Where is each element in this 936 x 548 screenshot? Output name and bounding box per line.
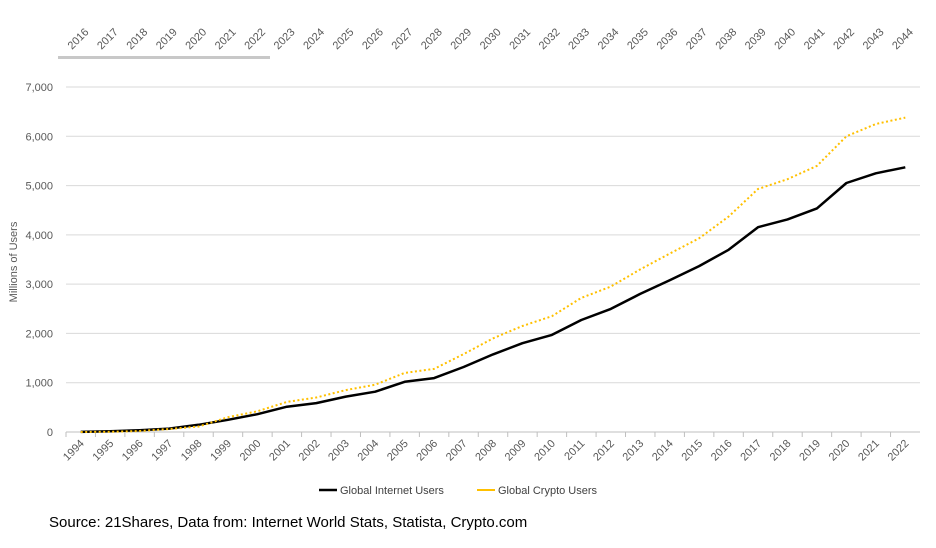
legend-label-crypto: Global Crypto Users — [498, 485, 598, 497]
y-tick-label: 6,000 — [25, 131, 53, 143]
top-tick-label: 2032 — [537, 26, 563, 52]
x-tick-label: 2008 — [473, 438, 499, 464]
x-tick-label: 2016 — [709, 438, 735, 464]
top-tick-label: 2023 — [272, 26, 298, 52]
x-tick-label: 2009 — [503, 438, 529, 464]
y-tick-label: 3,000 — [25, 279, 53, 291]
y-tick-label: 7,000 — [25, 82, 53, 94]
x-tick-label: 2007 — [444, 438, 470, 464]
y-tick-label: 4,000 — [25, 230, 53, 242]
x-tick-label: 2006 — [414, 438, 440, 464]
x-tick-label: 2010 — [532, 438, 558, 464]
x-tick-label: 1999 — [208, 438, 234, 464]
y-axis: 0 1,000 2,000 3,000 4,000 5,000 6,000 7,000 — [25, 82, 53, 439]
legend: Global Internet Users Global Crypto User… — [319, 485, 598, 497]
top-tick-label: 2033 — [566, 26, 592, 52]
x-tick-label: 2019 — [797, 438, 823, 464]
y-axis-title: Millions of Users — [8, 221, 20, 302]
top-tick-label: 2020 — [183, 26, 209, 52]
top-tick-label: 2022 — [242, 26, 268, 52]
y-tick-label: 0 — [47, 427, 53, 439]
x-tick-label: 1995 — [90, 438, 116, 464]
x-tick-label: 2001 — [267, 438, 293, 464]
top-tick-label: 2025 — [331, 26, 357, 52]
series-line-internet-users — [80, 166, 906, 434]
x-tick-label: 2018 — [768, 438, 794, 464]
y-tick-label: 5,000 — [25, 181, 53, 193]
top-tick-label: 2026 — [360, 26, 386, 52]
x-tick-label: 2014 — [650, 438, 676, 464]
top-tick-label: 2016 — [66, 26, 92, 52]
x-tick-label: 2002 — [297, 438, 323, 464]
x-tick-label: 2003 — [326, 438, 352, 464]
top-tick-label: 2028 — [419, 26, 445, 52]
x-tick-label: 2005 — [385, 438, 411, 464]
x-tick-label: 2022 — [886, 438, 912, 464]
x-tick-label: 2000 — [238, 438, 264, 464]
top-tick-label: 2017 — [95, 26, 121, 52]
top-tick-label: 2040 — [772, 26, 798, 52]
legend-label-internet: Global Internet Users — [340, 485, 444, 497]
top-tick-label: 2029 — [448, 26, 474, 52]
x-tick-label: 1997 — [149, 438, 175, 464]
x-tick-label: 2015 — [679, 438, 705, 464]
x-axis: 1994 1995 1996 1997 1998 1999 2000 2001 2002 2003… — [61, 432, 911, 463]
top-tick-label: 2041 — [802, 26, 828, 52]
top-tick-label: 2031 — [507, 26, 533, 52]
y-tick-label: 2,000 — [25, 328, 53, 340]
series-layer — [80, 116, 906, 434]
top-tick-label: 2019 — [154, 26, 180, 52]
x-tick-label: 2017 — [738, 438, 764, 464]
x-tick-label: 1994 — [61, 438, 87, 464]
top-axis: 2016 2017 2018 2019 2020 2021 2022 2023 2024 2025… — [58, 26, 916, 59]
top-tick-label: 2042 — [831, 26, 857, 52]
top-tick-label: 2021 — [213, 26, 239, 52]
top-tick-label: 2035 — [625, 26, 651, 52]
top-tick-label: 2037 — [684, 26, 710, 52]
source-caption: Source: 21Shares, Data from: Internet Wo… — [49, 514, 528, 531]
x-tick-label: 2012 — [591, 438, 617, 464]
top-tick-label: 2039 — [743, 26, 769, 52]
top-tick-label: 2018 — [125, 26, 151, 52]
y-tick-label: 1,000 — [25, 378, 53, 390]
top-tick-label: 2034 — [596, 26, 622, 52]
top-tick-label: 2027 — [390, 26, 416, 52]
top-tick-label: 2036 — [655, 26, 681, 52]
x-tick-label: 2013 — [621, 438, 647, 464]
top-tick-label: 2038 — [713, 26, 739, 52]
x-tick-label: 2020 — [827, 438, 853, 464]
top-tick-label: 2043 — [861, 26, 887, 52]
x-tick-label: 2004 — [356, 438, 382, 464]
top-tick-label: 2030 — [478, 26, 504, 52]
gridlines — [66, 86, 920, 433]
x-tick-label: 1996 — [120, 438, 146, 464]
x-tick-label: 2011 — [562, 438, 587, 463]
top-axis-highlight-bar — [58, 56, 270, 59]
x-tick-label: 1998 — [179, 438, 205, 464]
x-tick-label: 2021 — [856, 438, 882, 464]
top-tick-label: 2024 — [301, 26, 327, 52]
top-tick-label: 2044 — [890, 26, 916, 52]
series-line-crypto-users — [80, 116, 906, 433]
